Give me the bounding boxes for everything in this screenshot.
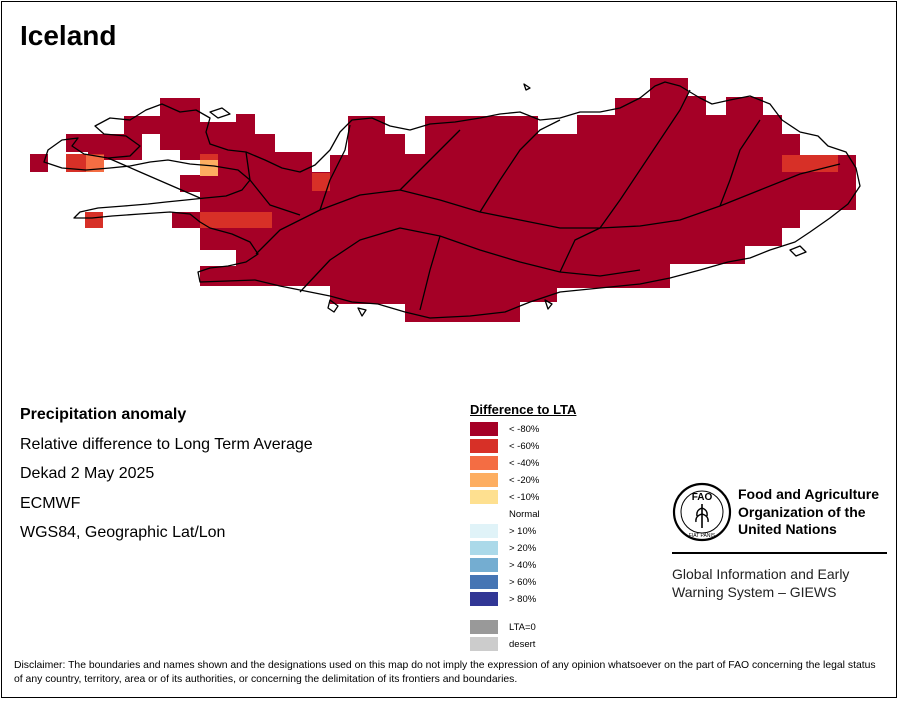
org-name-line: Organization of the: [738, 503, 866, 520]
legend-swatch: [470, 637, 498, 651]
legend-item: < -20%: [470, 473, 539, 487]
map-info: Precipitation anomaly Relative differenc…: [20, 406, 313, 554]
info-source: ECMWF: [20, 494, 81, 512]
organization-name: Food and Agriculture Organization of the…: [738, 486, 879, 539]
legend-label: Normal: [509, 508, 540, 520]
raster-cell: [85, 212, 103, 228]
legend-swatch: [470, 456, 498, 470]
raster-cell: [782, 155, 838, 172]
legend-swatch: [470, 507, 498, 521]
legend-item: > 60%: [470, 575, 536, 589]
logo-text: FAO: [692, 492, 713, 503]
raster-cell: [312, 173, 330, 191]
legend-swatch: [470, 490, 498, 504]
raster-cell: [86, 155, 104, 172]
legend-label: > 40%: [509, 559, 537, 571]
legend-swatch: [470, 524, 498, 538]
anomaly-raster: [30, 78, 856, 322]
legend-swatch: [470, 592, 498, 606]
legend-swatch: [470, 620, 498, 634]
legend-item: Normal: [470, 507, 540, 521]
info-period: Dekad 2 May 2025: [20, 465, 155, 482]
disclaimer: Disclaimer: The boundaries and names sho…: [14, 660, 876, 685]
legend-swatch: [470, 473, 498, 487]
legend-swatch: [470, 439, 498, 453]
legend-item: desert: [470, 637, 535, 651]
info-subtitle: Relative difference to Long Term Average: [20, 435, 313, 453]
legend-label: desert: [509, 638, 536, 650]
giews-line: Global Information and Early: [672, 566, 850, 582]
legend-label: > 80%: [509, 593, 537, 605]
legend-item: < -10%: [470, 490, 539, 504]
raster-lt80: [66, 78, 856, 322]
legend-item: > 20%: [470, 541, 536, 555]
giews-line: Warning System – GIEWS: [672, 584, 837, 600]
legend-item: < -40%: [470, 456, 539, 470]
legend-label: > 20%: [509, 542, 537, 554]
raster-cell: [200, 212, 272, 228]
legend-label: < -80%: [509, 423, 540, 435]
legend-title: Difference to LTA: [470, 402, 577, 417]
info-title: Precipitation anomaly: [20, 406, 187, 423]
logo-motto: FIAT PANIS: [689, 533, 716, 539]
org-name-line: United Nations: [738, 521, 837, 537]
logo-divider: [672, 552, 887, 554]
legend-swatch: [470, 541, 498, 555]
legend-swatch: [470, 422, 498, 436]
legend-label: > 60%: [509, 576, 537, 588]
legend-item: > 80%: [470, 592, 536, 606]
info-projection: WGS84, Geographic Lat/Lon: [20, 524, 226, 541]
org-name-line: Food and Agriculture: [738, 486, 880, 502]
legend-label: > 10%: [509, 525, 537, 537]
coastline: [43, 81, 861, 319]
legend-label: < -40%: [509, 457, 540, 469]
raster-cell: [30, 154, 48, 172]
legend-item: > 10%: [470, 524, 536, 538]
legend-swatch: [470, 575, 498, 589]
legend-item: > 40%: [470, 558, 536, 572]
legend-item: LTA=0: [470, 620, 536, 634]
raster-cell: [200, 160, 218, 176]
legend-label: < -10%: [509, 491, 540, 503]
giews-name: Global Information and Early Warning Sys…: [672, 565, 849, 601]
legend-item: < -60%: [470, 439, 539, 453]
legend-label: LTA=0: [509, 621, 536, 633]
fao-logo: FAO FIAT PANIS: [672, 482, 732, 542]
legend-swatch: [470, 558, 498, 572]
legend-item: < -80%: [470, 422, 539, 436]
legend-label: < -60%: [509, 440, 540, 452]
map-title: Iceland: [20, 20, 117, 51]
legend: Difference to LTA < -80% < -60% < -40% <…: [470, 402, 577, 651]
legend-label: < -20%: [509, 474, 540, 486]
